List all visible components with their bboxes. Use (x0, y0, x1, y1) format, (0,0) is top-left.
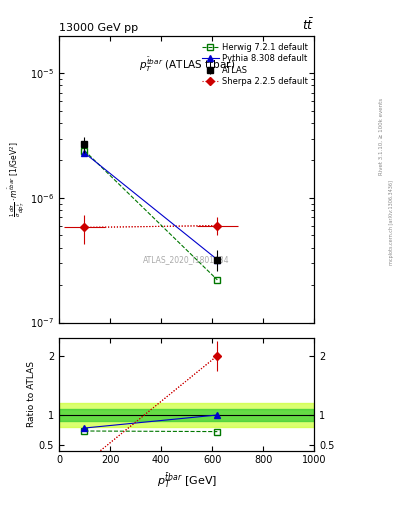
Pythia 8.308 default (215, 257, 220, 263)
Text: mcplots.cern.ch [arXiv:1306.3436]: mcplots.cern.ch [arXiv:1306.3436] (389, 180, 393, 265)
Herwig 7.2.1 default (82, 147, 87, 154)
Text: $p_T^{\bar{t}bar}$ (ATLAS ttbar): $p_T^{\bar{t}bar}$ (ATLAS ttbar) (138, 56, 235, 74)
Herwig 7.2.1 default (215, 277, 220, 283)
X-axis label: $p^{\bar{t}bar}_T$ [GeV]: $p^{\bar{t}bar}_T$ [GeV] (156, 471, 217, 489)
Y-axis label: Ratio to ATLAS: Ratio to ATLAS (27, 361, 36, 427)
Text: $t\bar{t}$: $t\bar{t}$ (302, 18, 314, 33)
Text: Rivet 3.1.10, ≥ 100k events: Rivet 3.1.10, ≥ 100k events (379, 98, 384, 175)
Pythia 8.308 default (82, 150, 87, 156)
Text: 13000 GeV pp: 13000 GeV pp (59, 23, 138, 33)
Text: ATLAS_2020_I1801434: ATLAS_2020_I1801434 (143, 255, 230, 264)
Line: Herwig 7.2.1 default: Herwig 7.2.1 default (81, 147, 221, 283)
Legend: Herwig 7.2.1 default, Pythia 8.308 default, ATLAS, Sherpa 2.2.5 default: Herwig 7.2.1 default, Pythia 8.308 defau… (199, 40, 310, 89)
Y-axis label: $\frac{1}{\sigma}\frac{d\sigma}{dp_T^{\bar{t}}} \cdot m^{\bar{t}bar}$ [1/GeV$^2$: $\frac{1}{\sigma}\frac{d\sigma}{dp_T^{\b… (6, 141, 27, 217)
Line: Pythia 8.308 default: Pythia 8.308 default (81, 150, 221, 263)
Bar (59, 409, 314, 421)
Bar (59, 403, 314, 427)
